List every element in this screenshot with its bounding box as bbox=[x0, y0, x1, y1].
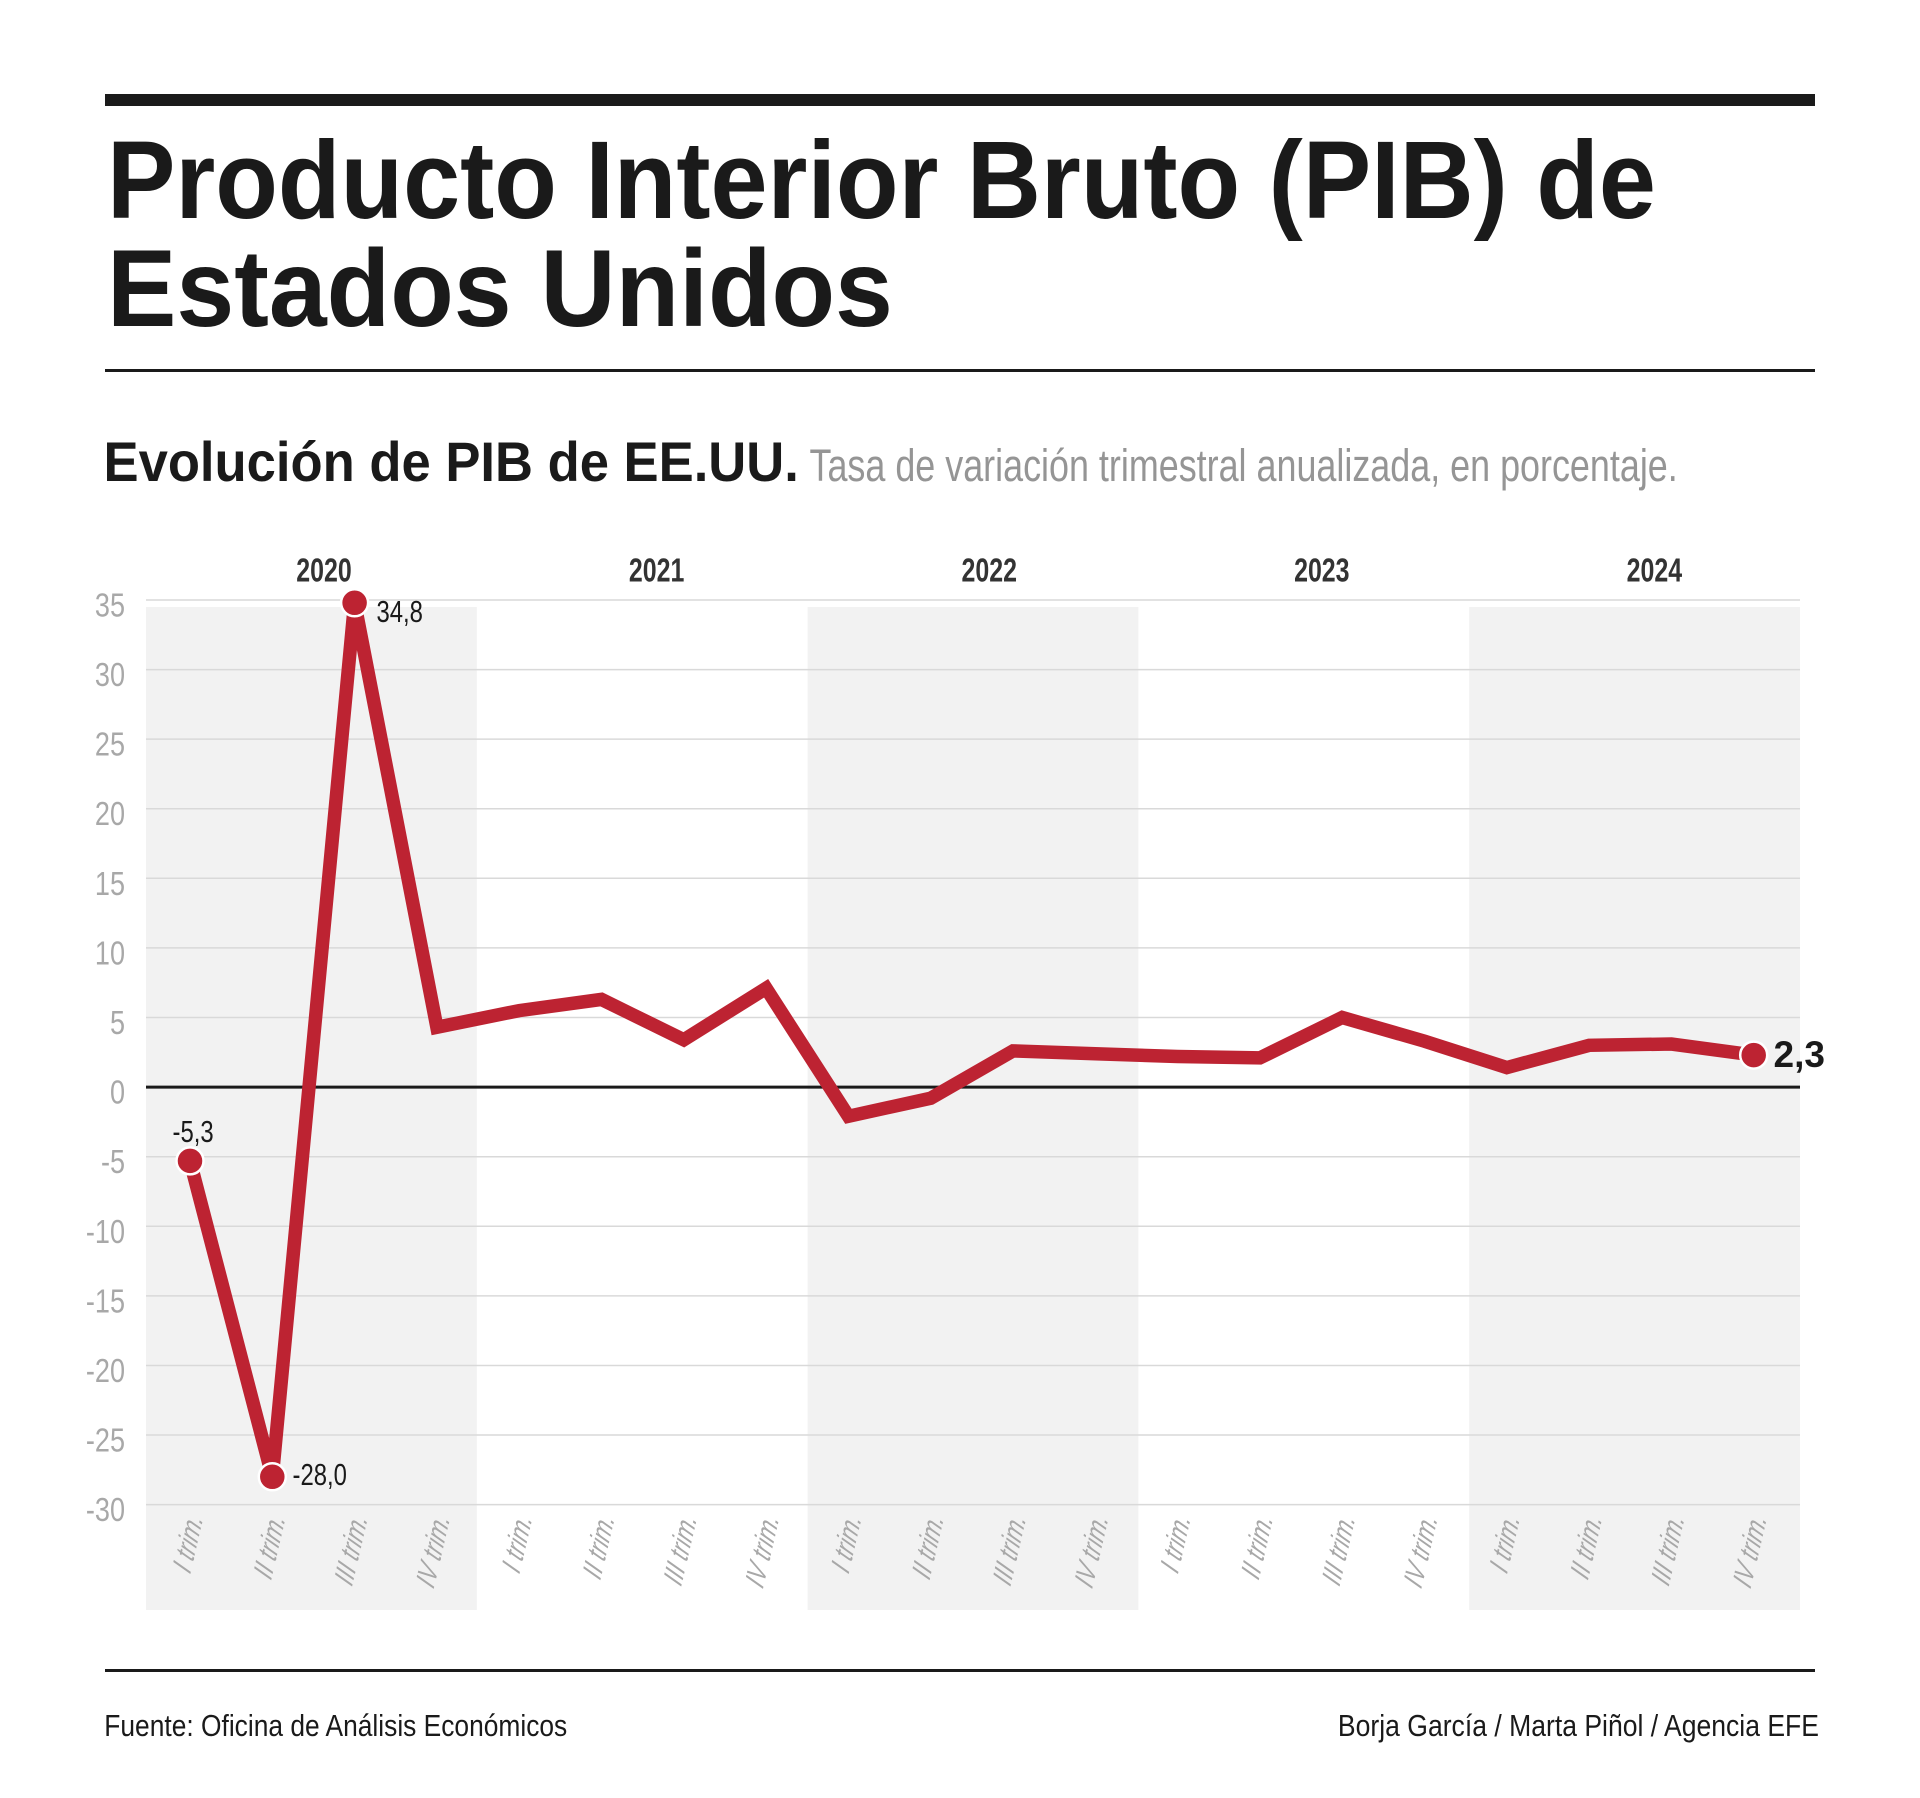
svg-text:Fuente: Oficina de Análisis Ec: Fuente: Oficina de Análisis Económicos bbox=[104, 1709, 567, 1743]
svg-text:2022: 2022 bbox=[961, 553, 1016, 589]
svg-text:Evolución de PIB de EE.UU.: Evolución de PIB de EE.UU. bbox=[104, 430, 799, 493]
svg-text:20: 20 bbox=[95, 797, 125, 833]
svg-text:Tasa de variación trimestral a: Tasa de variación trimestral anualizada,… bbox=[810, 440, 1678, 491]
svg-text:-5: -5 bbox=[101, 1145, 125, 1181]
svg-text:5: 5 bbox=[110, 1006, 125, 1042]
svg-text:-28,0: -28,0 bbox=[293, 1457, 347, 1492]
svg-text:34,8: 34,8 bbox=[377, 594, 423, 629]
svg-text:25: 25 bbox=[95, 727, 125, 763]
svg-text:10: 10 bbox=[95, 936, 125, 972]
svg-text:-25: -25 bbox=[86, 1423, 125, 1459]
svg-text:Estados Unidos: Estados Unidos bbox=[107, 226, 893, 349]
svg-text:2020: 2020 bbox=[296, 553, 351, 589]
svg-text:-20: -20 bbox=[86, 1354, 125, 1390]
svg-text:Borja García / Marta Piñol / A: Borja García / Marta Piñol / Agencia EFE bbox=[1338, 1709, 1819, 1743]
svg-text:35: 35 bbox=[95, 588, 125, 624]
svg-text:0: 0 bbox=[110, 1075, 125, 1111]
svg-text:30: 30 bbox=[95, 658, 125, 694]
svg-text:Producto Interior Bruto (PIB): Producto Interior Bruto (PIB) de bbox=[107, 119, 1656, 242]
svg-text:2024: 2024 bbox=[1627, 553, 1683, 589]
svg-text:2021: 2021 bbox=[629, 553, 684, 589]
svg-text:-10: -10 bbox=[86, 1214, 125, 1250]
svg-text:15: 15 bbox=[95, 866, 125, 902]
svg-text:-30: -30 bbox=[86, 1493, 125, 1529]
svg-text:2,3: 2,3 bbox=[1774, 1034, 1825, 1075]
svg-text:2023: 2023 bbox=[1294, 553, 1349, 589]
svg-text:-15: -15 bbox=[86, 1284, 125, 1320]
svg-text:-5,3: -5,3 bbox=[173, 1114, 214, 1149]
